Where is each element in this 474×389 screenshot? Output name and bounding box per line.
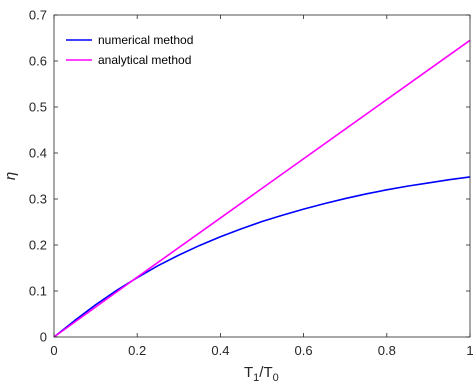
x-tick-label: 0.8 (378, 343, 396, 358)
x-axis-label: T1/T0 (244, 364, 279, 384)
x-axis-label-sub2: 0 (273, 372, 279, 384)
y-tick-label: 0.5 (29, 100, 47, 115)
y-tick-label: 0.6 (29, 54, 47, 69)
series-line-analytical-method (53, 39, 471, 338)
y-tick-label: 0.2 (29, 238, 47, 253)
legend: numerical method analytical method (61, 23, 221, 73)
y-tick-label: 0 (40, 330, 47, 345)
x-tick-label: 0.4 (211, 343, 229, 358)
y-tick-label: 0.4 (29, 146, 47, 161)
x-axis-label-sub1: 1 (253, 372, 259, 384)
y-tick-label: 0.7 (29, 8, 47, 23)
y-axis-label: η (2, 172, 19, 180)
x-axis-label-slash: /T (259, 364, 272, 381)
x-axis-label-base: T (244, 364, 253, 381)
x-tick-label: 0 (50, 343, 57, 358)
axes-box (53, 14, 471, 338)
y-tick-label: 0.3 (29, 192, 47, 207)
series-layer (53, 39, 471, 338)
x-tick-label: 0.2 (128, 343, 146, 358)
x-tick-label: 0.6 (295, 343, 313, 358)
legend-box (61, 23, 221, 73)
axes-layer: 0 0.2 0.4 0.6 0.8 1 0 0.1 0.2 0.3 0.4 0.5 0.6 0.7 (29, 8, 474, 359)
legend-label: analytical method (98, 53, 191, 67)
y-tick-label: 0.1 (29, 284, 47, 299)
legend-label: numerical method (98, 33, 193, 47)
x-tick-label: 1 (466, 343, 473, 358)
